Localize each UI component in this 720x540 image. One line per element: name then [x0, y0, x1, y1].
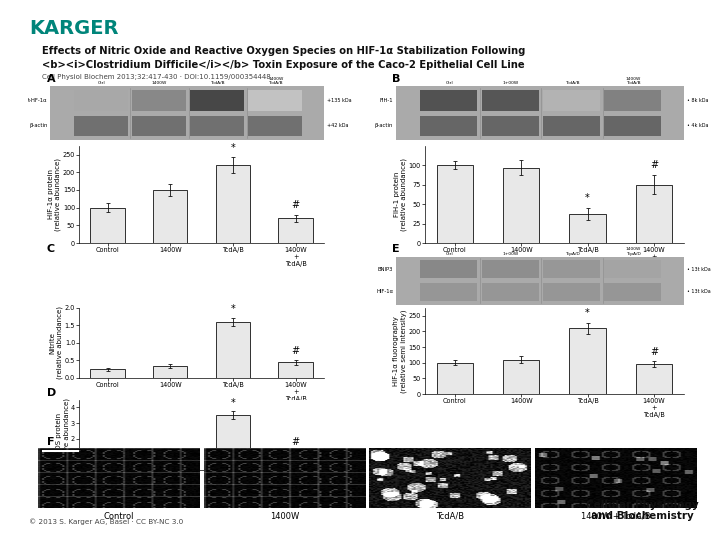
Text: 1+00W: 1+00W: [503, 82, 519, 85]
Y-axis label: HIF-1α fluorography
(relative semi intensity): HIF-1α fluorography (relative semi inten…: [394, 309, 407, 393]
Text: *: *: [230, 398, 235, 408]
Text: E: E: [392, 244, 400, 254]
Bar: [90, 454, 125, 470]
Bar: [190, 90, 244, 111]
Text: A: A: [47, 73, 55, 84]
Text: TcdA/B: TcdA/B: [564, 82, 580, 85]
Text: Cellular Physiology
and Biochemistry: Cellular Physiology and Biochemistry: [585, 500, 698, 521]
Text: F: F: [47, 436, 54, 447]
Bar: [543, 90, 600, 111]
Text: HIF-1α: HIF-1α: [376, 289, 393, 294]
Bar: [503, 360, 539, 394]
Bar: [153, 366, 187, 378]
Text: FIH-1: FIH-1: [379, 98, 393, 103]
Bar: [436, 165, 473, 243]
Text: 1400W + TcdA/B: 1400W + TcdA/B: [581, 512, 650, 521]
Text: BNIP3: BNIP3: [378, 267, 393, 272]
Text: t-HF-1α: t-HF-1α: [28, 98, 48, 103]
Text: Effects of Nitric Oxide and Reactive Oxygen Species on HIF-1α Stabilization Foll: Effects of Nitric Oxide and Reactive Oxy…: [42, 46, 525, 56]
Text: TcdA/B: TcdA/B: [210, 82, 225, 85]
Text: C: C: [47, 244, 55, 254]
Text: Control: Control: [104, 512, 134, 521]
Bar: [153, 454, 187, 470]
Bar: [216, 322, 250, 378]
Bar: [420, 260, 477, 279]
Text: *: *: [585, 193, 590, 203]
Bar: [543, 260, 600, 279]
Text: β-actin: β-actin: [30, 123, 48, 129]
Text: B: B: [392, 73, 401, 84]
Text: Cell Physiol Biochem 2013;32:417-430 · DOI:10.1159/000354448: Cell Physiol Biochem 2013;32:417-430 · D…: [42, 74, 271, 80]
Text: Ctrl: Ctrl: [446, 82, 454, 85]
Bar: [279, 218, 313, 243]
Bar: [636, 364, 672, 394]
Text: +42 kDa: +42 kDa: [327, 123, 348, 129]
Bar: [216, 165, 250, 243]
Bar: [503, 167, 539, 243]
Bar: [482, 283, 539, 301]
Bar: [420, 90, 477, 111]
Bar: [543, 283, 600, 301]
Bar: [216, 415, 250, 470]
Bar: [153, 190, 187, 243]
Bar: [248, 116, 302, 136]
Y-axis label: iNOS protein
(relative abundance): iNOS protein (relative abundance): [56, 398, 70, 471]
Text: Ctrl: Ctrl: [446, 252, 454, 255]
Text: 1400W: 1400W: [270, 512, 299, 521]
Text: Ctrl: Ctrl: [97, 82, 105, 85]
Text: +135 kDa: +135 kDa: [327, 98, 351, 103]
Bar: [420, 283, 477, 301]
Text: 1+00W: 1+00W: [503, 252, 519, 255]
Bar: [190, 116, 244, 136]
Bar: [636, 185, 672, 243]
Text: • 13t kDa: • 13t kDa: [687, 267, 711, 272]
Text: #: #: [292, 437, 300, 447]
Bar: [604, 260, 661, 279]
Bar: [73, 116, 127, 136]
Bar: [604, 116, 661, 136]
Bar: [570, 214, 606, 243]
Text: • 8k kDa: • 8k kDa: [687, 98, 708, 103]
Text: *: *: [585, 308, 590, 318]
Bar: [73, 90, 127, 111]
Bar: [482, 260, 539, 279]
Bar: [543, 116, 600, 136]
Text: *: *: [230, 143, 235, 153]
Bar: [482, 116, 539, 136]
Text: <b><i>Clostridium Difficile</i></b> Toxin Exposure of the Caco-2 Epithelial Cell: <b><i>Clostridium Difficile</i></b> Toxi…: [42, 60, 524, 71]
Text: TcdA/B: TcdA/B: [436, 512, 464, 521]
Text: #: #: [650, 347, 658, 357]
Bar: [90, 208, 125, 243]
Bar: [132, 90, 186, 111]
Text: *: *: [230, 304, 235, 314]
Text: #: #: [650, 160, 658, 171]
Y-axis label: FIH-1 protein
(relative abundance): FIH-1 protein (relative abundance): [394, 158, 407, 231]
Bar: [570, 328, 606, 394]
Text: 1400W: 1400W: [152, 82, 167, 85]
Text: © 2013 S. Karger AG, Basel · CC BY-NC 3.0: © 2013 S. Karger AG, Basel · CC BY-NC 3.…: [29, 518, 183, 525]
Y-axis label: HIF-1α protein
(relative abundance): HIF-1α protein (relative abundance): [48, 158, 61, 231]
Bar: [90, 369, 125, 378]
Bar: [482, 90, 539, 111]
Text: #: #: [292, 200, 300, 210]
Bar: [436, 363, 473, 394]
Text: #: #: [292, 346, 300, 356]
Bar: [248, 90, 302, 111]
Text: 1400W
TcpA/D: 1400W TcpA/D: [626, 247, 641, 255]
Bar: [132, 116, 186, 136]
Bar: [279, 362, 313, 378]
Text: D: D: [47, 388, 56, 398]
Bar: [604, 90, 661, 111]
Bar: [420, 116, 477, 136]
Bar: [279, 453, 313, 470]
Text: β-actin: β-actin: [374, 123, 393, 129]
Y-axis label: Nitrite
(relative abundance): Nitrite (relative abundance): [50, 306, 63, 380]
Text: TcpA/D: TcpA/D: [564, 252, 580, 255]
Text: 1400W
TcdA/B: 1400W TcdA/B: [268, 77, 284, 85]
Text: • 4k kDa: • 4k kDa: [687, 123, 708, 129]
Text: 1400W
TcdA/B: 1400W TcdA/B: [626, 77, 641, 85]
Text: KARGER: KARGER: [29, 19, 118, 38]
Text: • 13t kDa: • 13t kDa: [687, 289, 711, 294]
Bar: [604, 283, 661, 301]
